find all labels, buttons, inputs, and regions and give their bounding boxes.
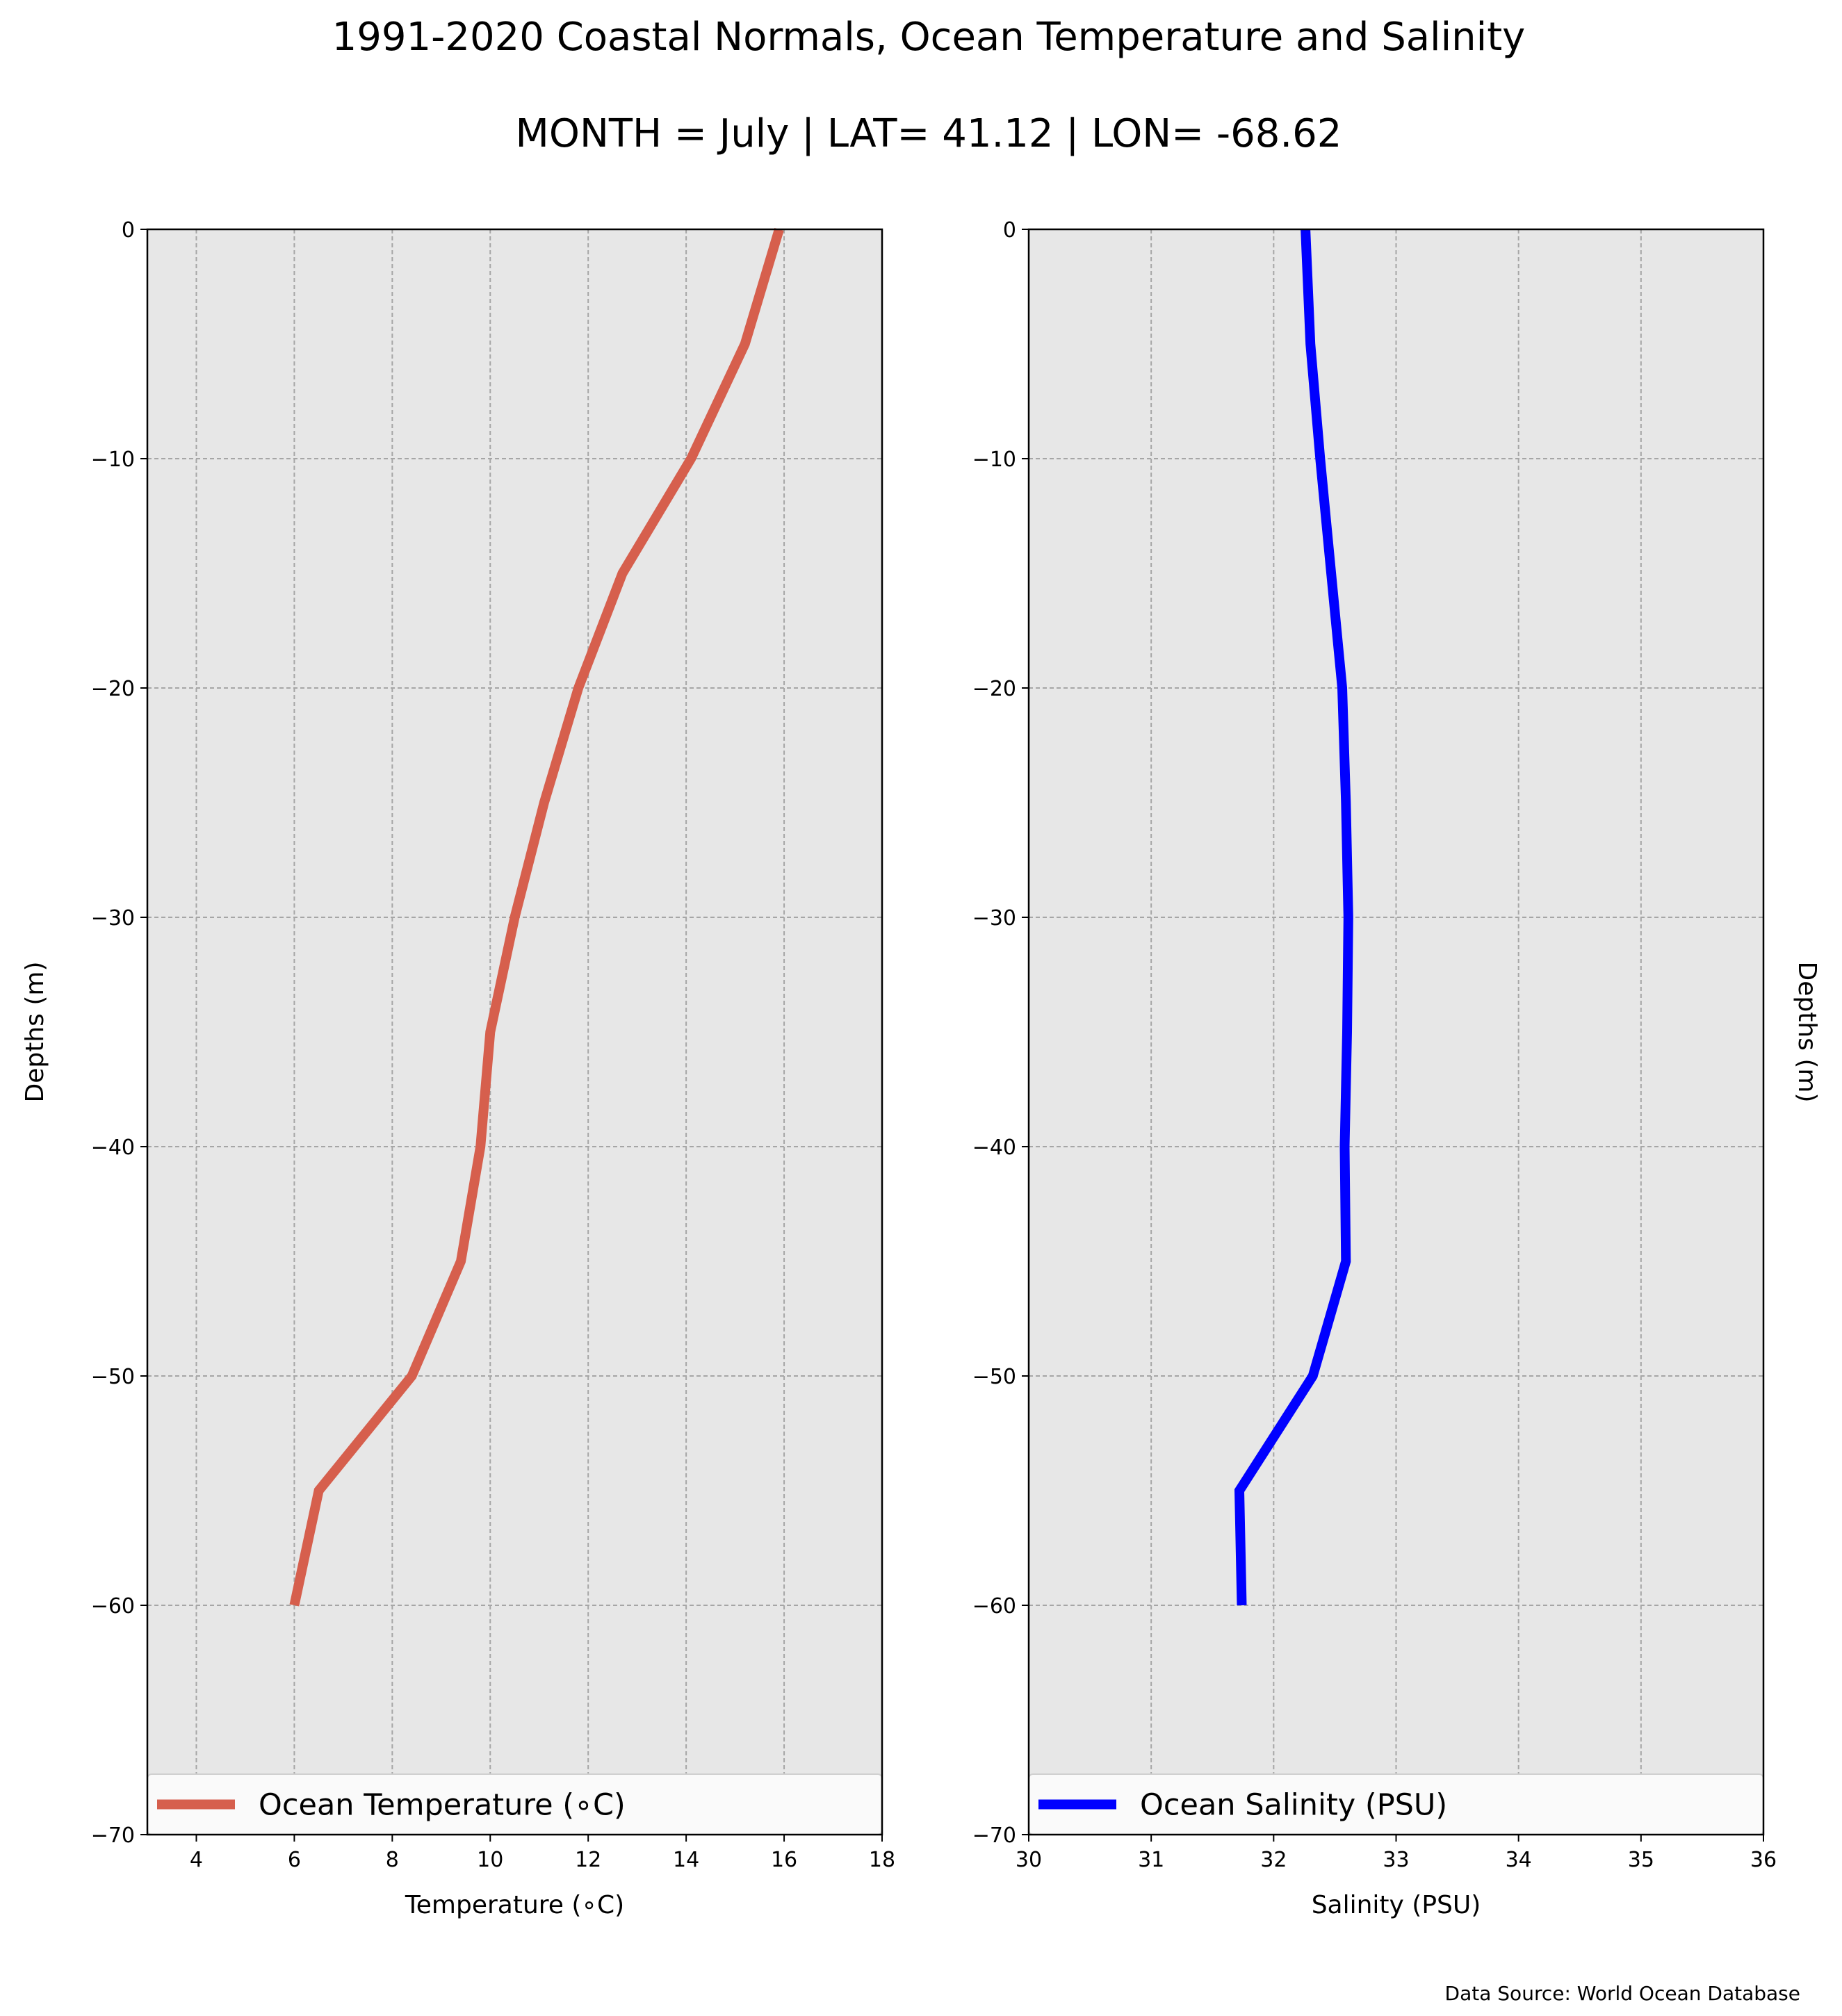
figure-title: 1991-2020 Coastal Normals, Ocean Tempera… [332,15,1526,60]
figure-subtitle: MONTH = July | LAT= 41.12 | LON= -68.62 [516,111,1342,156]
y-tick-label: −50 [972,1365,1016,1389]
x-tick-label: 34 [1506,1848,1532,1872]
x-tick-label: 10 [477,1848,503,1872]
y-tick-label: −60 [91,1594,135,1618]
x-tick-label: 35 [1628,1848,1654,1872]
series-line [1234,229,1353,1606]
y-tick-label: −30 [972,906,1016,931]
x-tick-label: 14 [673,1848,699,1872]
salinity-panel: Ocean Salinity (PSU) 30 31 32 33 34 35 36 0 −10 −2… [972,218,1821,1919]
plot-frame [146,228,883,1836]
y-tick-label: −60 [972,1594,1016,1618]
y-axis-label: Depths (m) [1793,961,1821,1102]
legend-label: Ocean Temperature (∘C) [259,1788,626,1823]
y-tick-label: −40 [91,1136,135,1160]
x-tick-label: 16 [771,1848,797,1872]
x-axis-label: Temperature (∘C) [405,1891,624,1919]
y-axis-label: Depths (m) [21,961,49,1102]
data-source-note: Data Source: World Ocean Database [1445,1982,1800,2005]
x-tick-label: 4 [190,1848,203,1872]
y-tick-label: 0 [1003,218,1016,243]
y-tick-label: −70 [91,1824,135,1848]
x-axis-label: Salinity (PSU) [1312,1891,1481,1919]
x-tick-label: 31 [1138,1848,1164,1872]
x-tick-label: 18 [869,1848,895,1872]
y-tick-label: −10 [91,448,135,472]
x-tick-label: 33 [1383,1848,1409,1872]
x-tick-label: 32 [1260,1848,1287,1872]
temperature-panel: Ocean Temperature (∘C) 4 6 8 10 12 14 16 18 0 −10 −… [21,218,895,1919]
y-tick-label: 0 [122,218,135,243]
x-tick-label: 12 [575,1848,601,1872]
y-tick-label: −10 [972,448,1016,472]
y-tick-label: −30 [91,906,135,931]
x-tick-label: 8 [386,1848,399,1872]
series-line [289,227,784,1607]
legend-label: Ocean Salinity (PSU) [1140,1788,1447,1823]
y-tick-label: −70 [972,1824,1016,1848]
x-tick-label: 36 [1750,1848,1777,1872]
x-tick-label: 30 [1016,1848,1042,1872]
y-tick-label: −40 [972,1136,1016,1160]
y-tick-label: −50 [91,1365,135,1389]
y-tick-label: −20 [91,677,135,701]
y-tick-label: −20 [972,677,1016,701]
x-tick-label: 6 [288,1848,301,1872]
plot-area [147,229,882,1835]
